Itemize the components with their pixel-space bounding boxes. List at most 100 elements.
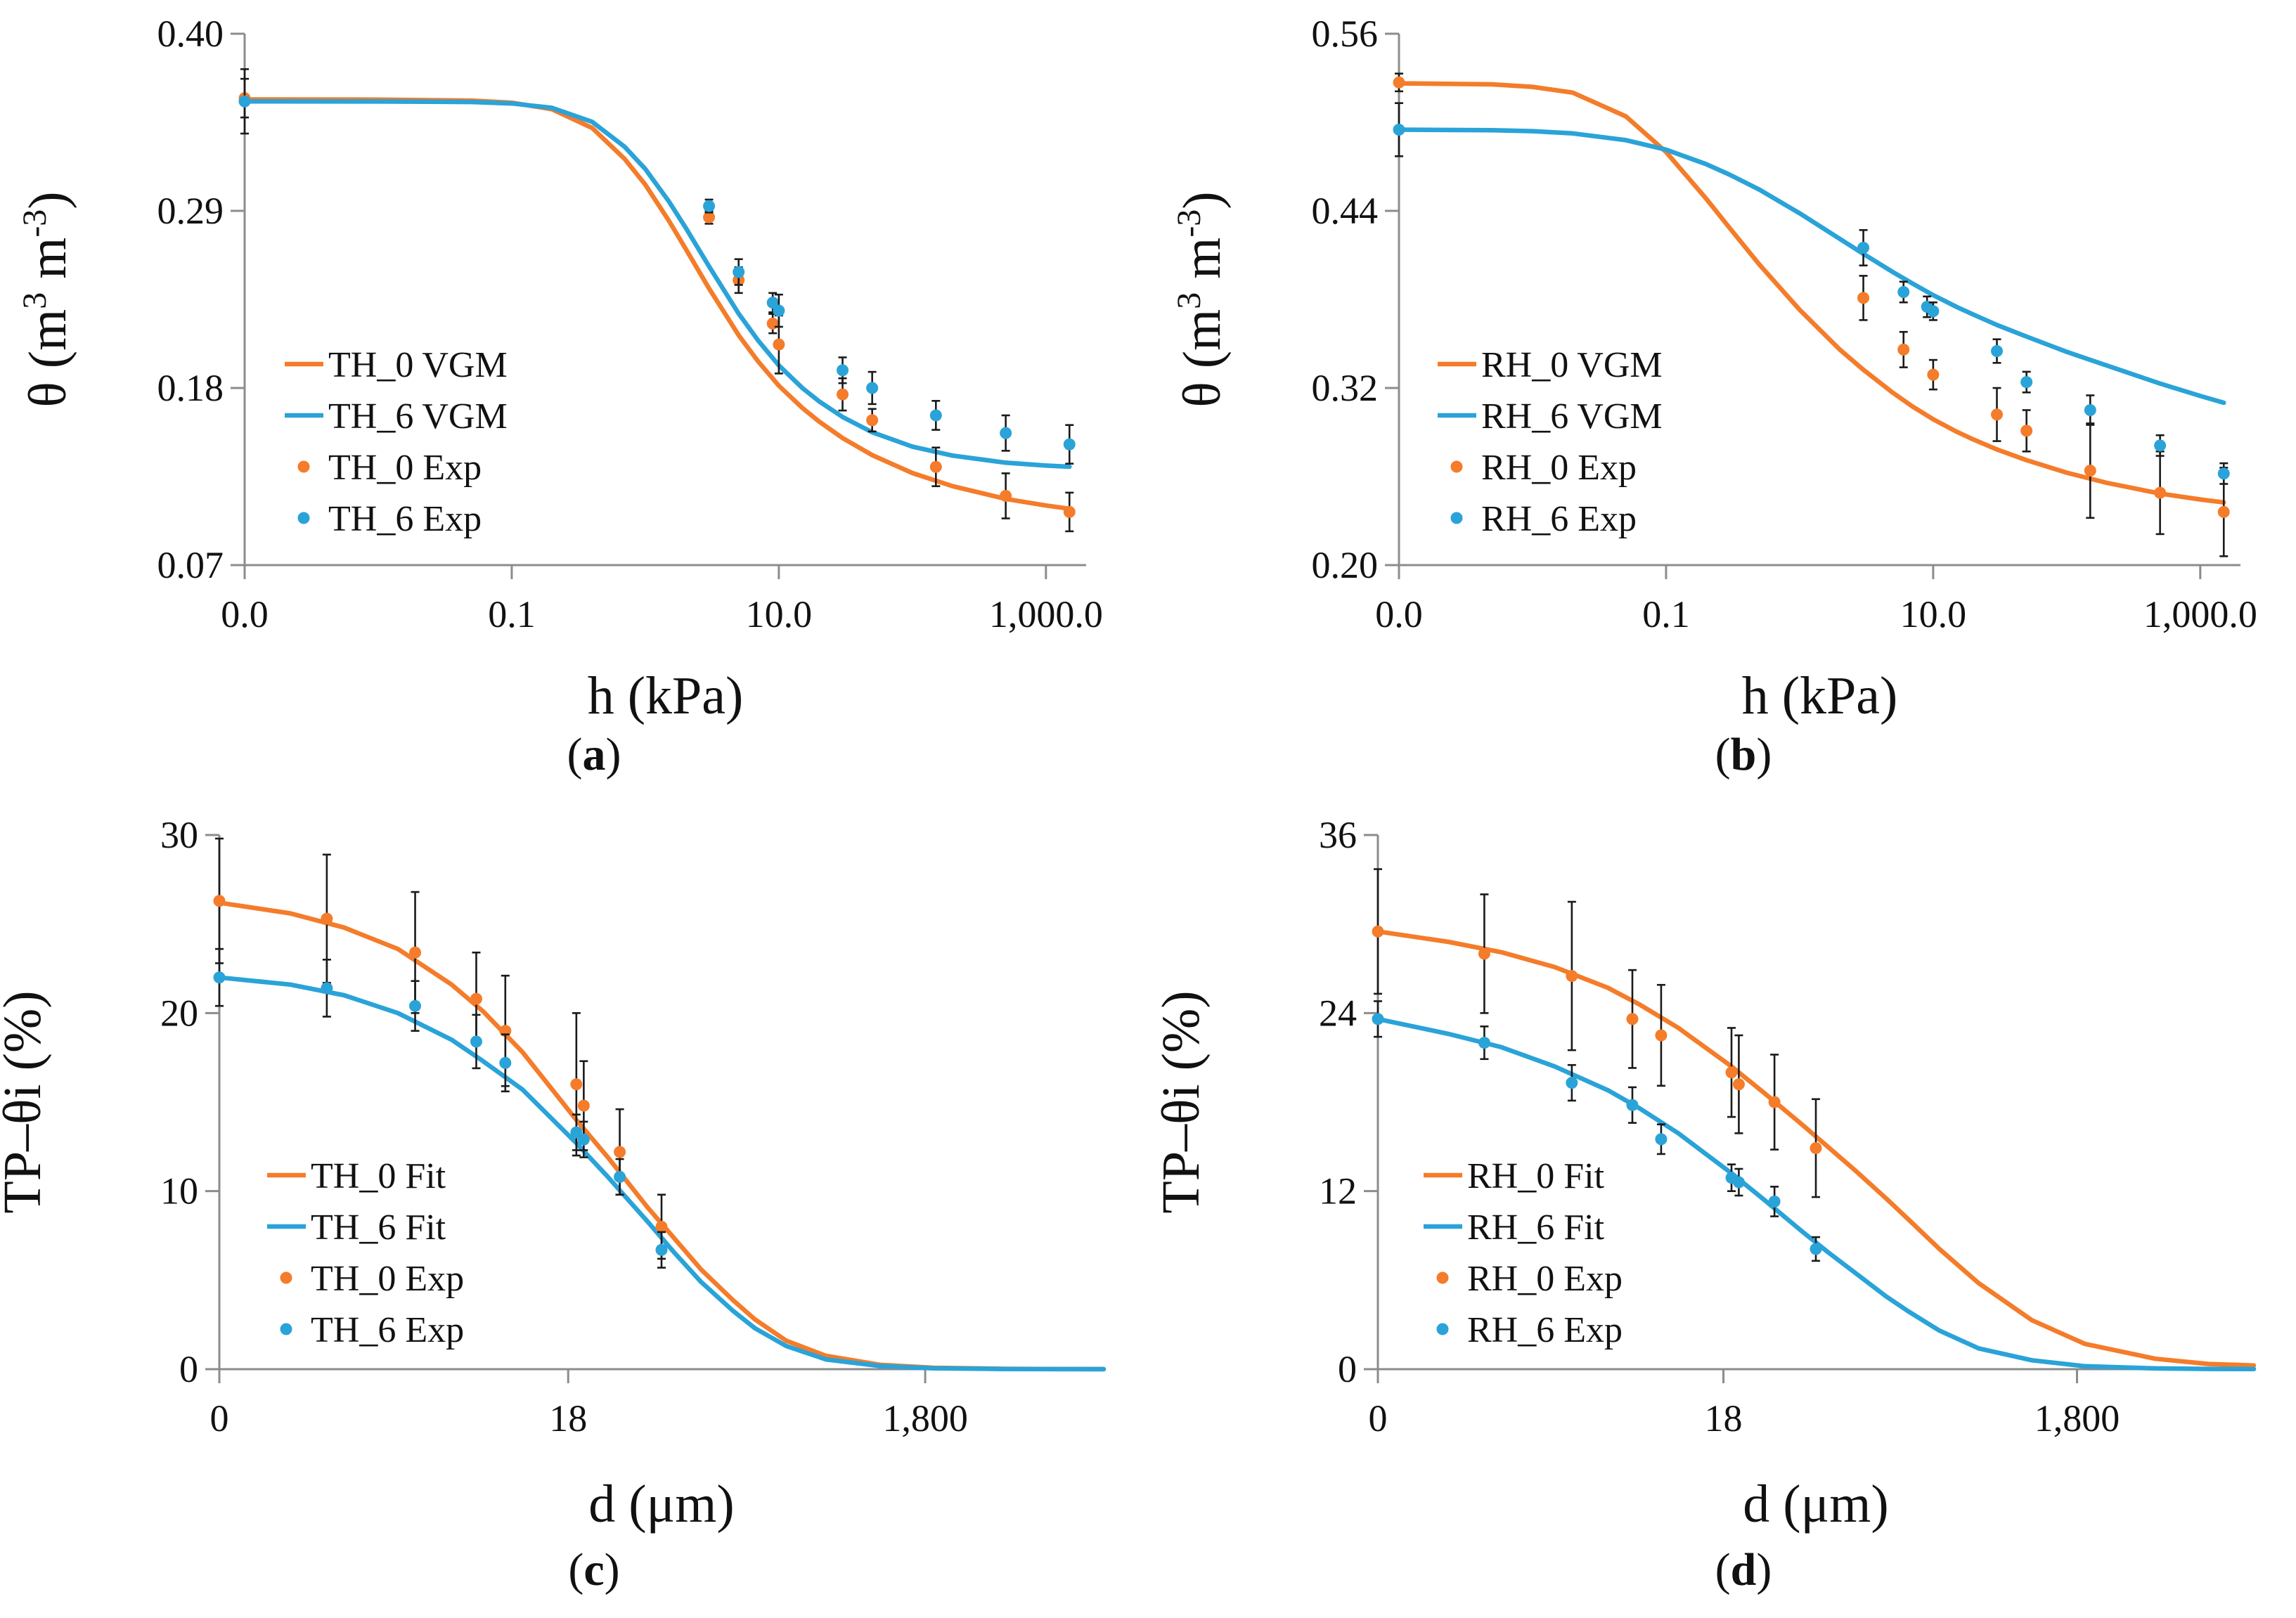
legend-marker-swatch: [1450, 512, 1463, 524]
x-tick-label: 10.0: [746, 593, 813, 635]
data-point: [409, 946, 422, 959]
data-point: [1063, 438, 1076, 451]
x-tick-label: 0.0: [221, 593, 269, 635]
series-line: [242, 98, 1072, 470]
y-axis-title-part: 3: [16, 292, 53, 309]
chart-panel-b: 0.20 0.32 0.44 0.56 0.0 0.1 10.0 1,000.0 h (kPa)…: [1170, 13, 2257, 780]
x-tick-label: 0: [210, 1397, 229, 1439]
x-axis-title: h (kPa): [1742, 666, 1898, 725]
data-point: [1566, 1077, 1578, 1089]
data-point: [1732, 1078, 1745, 1091]
legend-entry: RH_6 Exp: [1481, 499, 1637, 539]
data-point: [1626, 1099, 1639, 1111]
legend-marker-swatch: [297, 512, 310, 524]
legend-entry: RH_0 Exp: [1467, 1259, 1623, 1299]
y-tick-label: 0.40: [157, 13, 224, 55]
data-point: [2154, 486, 2167, 499]
legend-entry: RH_0 Fit: [1467, 1156, 1605, 1196]
y-axis-title-part: -3: [1170, 209, 1208, 238]
data-point: [213, 895, 226, 907]
data-point: [213, 971, 226, 984]
data-point: [1626, 1013, 1639, 1025]
data-point: [1810, 1243, 1822, 1255]
data-point: [866, 382, 879, 394]
x-axis-title: d (μm): [1743, 1475, 1888, 1534]
data-point: [1000, 427, 1012, 439]
x-tick-label: 1,000.0: [2143, 593, 2257, 635]
y-tick-label: 12: [1319, 1170, 1357, 1212]
data-point: [2217, 467, 2230, 480]
legend-entry: RH_6 Fit: [1467, 1208, 1605, 1248]
data-point: [655, 1243, 668, 1256]
legend: TH_0 VGM TH_6 VGM TH_0 Exp TH_6 Exp: [285, 345, 508, 539]
y-tick-label: 0: [179, 1348, 198, 1390]
data-point: [1063, 505, 1076, 518]
data-point: [703, 200, 716, 212]
panel-label: (d): [1715, 1544, 1772, 1596]
data-point: [1725, 1066, 1738, 1079]
legend-entry: TH_0 VGM: [328, 345, 508, 385]
x-tick-label: 18: [549, 1397, 587, 1439]
data-point: [1768, 1195, 1781, 1208]
legend-entry: TH_6 Fit: [311, 1208, 446, 1248]
legend: RH_0 Fit RH_6 Fit RH_0 Exp RH_6 Exp: [1424, 1156, 1623, 1350]
data-point: [321, 912, 333, 925]
data-point: [470, 992, 482, 1005]
panel-label-part: (: [1715, 729, 1731, 780]
legend-marker-swatch: [297, 460, 310, 473]
data-point: [614, 1146, 626, 1158]
panel-label: (a): [567, 729, 621, 780]
data-point: [1927, 305, 1940, 318]
y-tick-label: 0.29: [157, 190, 224, 232]
legend-entry: TH_0 Exp: [328, 448, 482, 488]
x-tick-label: 18: [1704, 1397, 1742, 1439]
data-point: [2084, 404, 2096, 416]
data-point: [1897, 343, 1910, 356]
y-axis-title-part: -3: [16, 209, 53, 238]
x-axis-title: h (kPa): [588, 666, 744, 725]
data-point: [1927, 368, 1940, 381]
panel-label: (c): [568, 1544, 619, 1596]
panel-label: (b): [1715, 729, 1772, 780]
y-tick-label: 36: [1319, 814, 1357, 856]
data-point: [2020, 425, 2033, 437]
panel-label-part: ): [605, 1544, 620, 1596]
data-point: [766, 317, 779, 330]
y-axis-title: θ (m3 m-3): [1170, 191, 1232, 407]
data-point: [837, 364, 849, 377]
data-point: [1655, 1029, 1668, 1042]
data-point: [1372, 925, 1384, 938]
x-tick-label: 0.1: [488, 593, 536, 635]
legend-entry: RH_6 Exp: [1467, 1310, 1623, 1350]
y-tick-label: 0.18: [157, 367, 224, 409]
legend-entry: TH_0 Fit: [311, 1156, 446, 1196]
y-axis-title: TP–θi (%): [1152, 990, 1211, 1213]
y-tick-label: 0.44: [1312, 190, 1379, 232]
panel-label-part: (: [1715, 1544, 1731, 1596]
data-point: [773, 338, 785, 351]
panel-label-part: ): [606, 729, 621, 780]
panel-label-part: ): [1756, 729, 1772, 780]
x-axis-title: d (μm): [588, 1475, 734, 1534]
legend-entry: RH_6 VGM: [1481, 396, 1663, 436]
data-point: [1897, 286, 1910, 298]
data-point: [1857, 242, 1870, 254]
legend-entry: TH_0 Exp: [311, 1259, 464, 1299]
x-tick-label: 10.0: [1900, 593, 1967, 635]
data-point: [238, 95, 251, 108]
y-axis-title-part: θ (m: [1173, 309, 1232, 408]
legend-marker-swatch: [280, 1323, 292, 1335]
y-tick-label: 0.07: [157, 544, 224, 586]
y-tick-label: 0.20: [1312, 544, 1379, 586]
data-point: [733, 266, 745, 278]
x-tick-label: 0: [1369, 1397, 1388, 1439]
x-tick-label: 1,800: [882, 1397, 968, 1439]
data-point: [570, 1078, 583, 1091]
data-point: [1732, 1176, 1745, 1189]
data-point: [929, 460, 942, 473]
data-point: [409, 999, 422, 1012]
y-axis-title-part: θ (m: [18, 309, 77, 408]
panel-label-part: d: [1731, 1544, 1757, 1596]
legend: RH_0 VGM RH_6 VGM RH_0 Exp RH_6 Exp: [1438, 345, 1663, 539]
